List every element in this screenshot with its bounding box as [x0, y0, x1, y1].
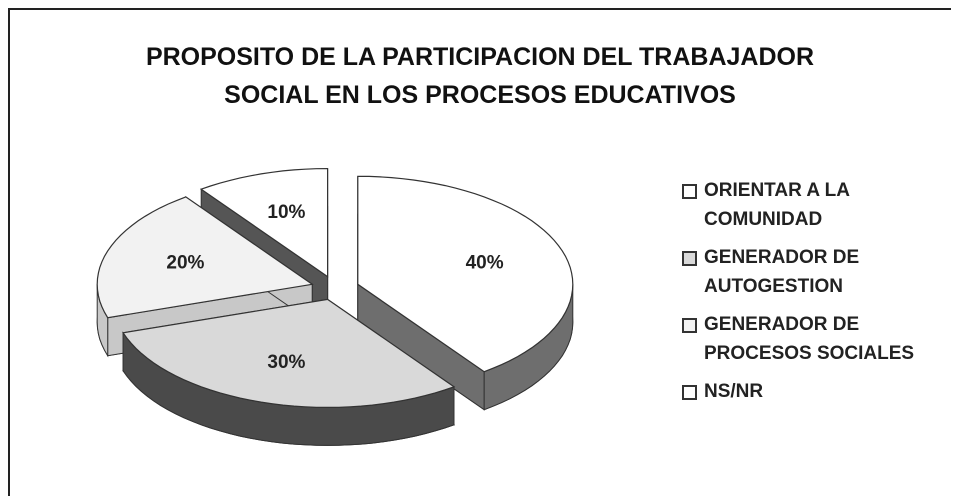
- legend-item: GENERADOR DE AUTOGESTION: [682, 243, 952, 301]
- chart-title: PROPOSITO DE LA PARTICIPACION DEL TRABAJ…: [145, 43, 815, 109]
- legend-label: NS/NR: [704, 381, 764, 402]
- slice: [199, 167, 329, 278]
- legend-swatch: [682, 184, 697, 199]
- chart-frame: [8, 8, 951, 496]
- legend-label: ORIENTAR A LA COMUNIDAD: [704, 180, 850, 230]
- legend-swatch: [682, 385, 697, 400]
- legend-item: GENERADOR DE PROCESOS SOCIALES: [682, 310, 952, 368]
- legend-swatch: [682, 318, 697, 333]
- legend-label: GENERADOR DE PROCESOS SOCIALES: [704, 314, 915, 364]
- slice: [122, 298, 456, 409]
- legend-label: GENERADOR DE AUTOGESTION: [704, 247, 860, 297]
- slice: [357, 175, 574, 373]
- legend-swatch: [682, 251, 697, 266]
- legend-item: ORIENTAR A LA COMUNIDAD: [682, 176, 952, 234]
- legend-item: NS/NR: [682, 377, 952, 406]
- slice: [96, 196, 314, 319]
- data-label: 10%: [267, 202, 305, 223]
- data-label: 20%: [166, 253, 204, 274]
- data-label: 30%: [267, 352, 305, 373]
- data-label: 40%: [466, 253, 504, 274]
